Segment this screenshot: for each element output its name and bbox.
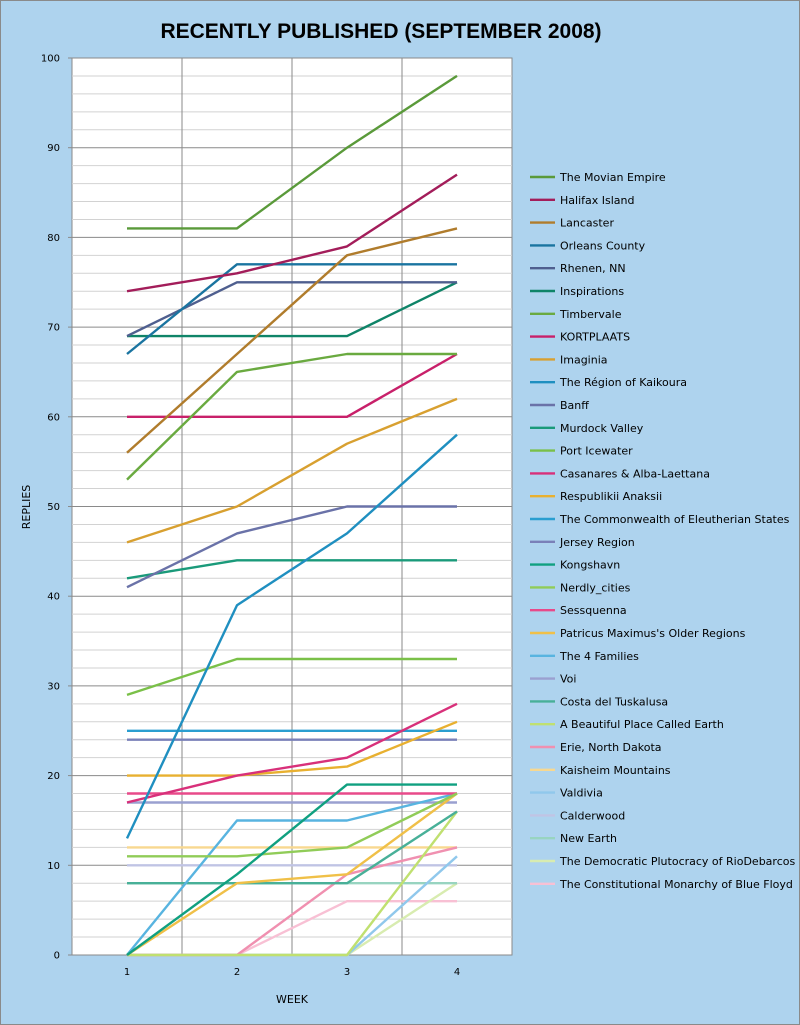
legend-entry: Banff <box>560 399 589 412</box>
legend-entry: Voi <box>560 673 576 686</box>
series-line <box>127 281 458 338</box>
legend-entry: Imaginia <box>560 353 608 366</box>
x-tick-label: 4 <box>454 967 460 978</box>
legend-entry: Valdivia <box>560 787 603 800</box>
legend-entry: Murdock Valley <box>560 422 644 435</box>
legend-entry: Erie, North Dakota <box>560 741 662 754</box>
series-lines <box>125 74 458 957</box>
legend-entry: Sessquenna <box>560 604 627 617</box>
legend: The Movian Empire Halifax Island Lancaster… <box>530 171 795 891</box>
legend-entry: Rhenen, NN <box>560 262 626 275</box>
series-line <box>126 397 458 544</box>
legend-entry: Orleans County <box>560 239 646 252</box>
series-line <box>127 810 458 957</box>
series-line <box>126 352 457 481</box>
legend-entry: Patricus Maximus's Older Regions <box>560 627 746 640</box>
x-axis-label: WEEK <box>276 993 309 1006</box>
series-line <box>126 559 457 580</box>
y-tick-label: 40 <box>47 592 60 603</box>
y-tick-label: 0 <box>54 951 60 962</box>
legend-entry: Port Icewater <box>560 445 633 458</box>
x-tick-label: 2 <box>234 967 240 978</box>
y-tick-label: 80 <box>47 233 60 244</box>
y-tick-label: 100 <box>41 54 60 65</box>
y-tick-label: 70 <box>47 323 60 334</box>
legend-entry: The 4 Families <box>559 650 639 663</box>
series-line <box>127 792 458 858</box>
legend-entry: The Movian Empire <box>559 171 666 184</box>
series-line <box>126 505 457 589</box>
chart-title: RECENTLY PUBLISHED (SEPTEMBER 2008) <box>160 20 601 43</box>
legend-entry: Nerdly_cities <box>560 581 631 594</box>
legend-entry: Casanares & Alba-Laettana <box>560 467 710 480</box>
series-line <box>126 783 457 956</box>
legend-entry: Respublikii Anaksii <box>560 490 662 503</box>
series-line <box>126 702 458 804</box>
legend-entry: Kaisheim Mountains <box>560 764 671 777</box>
legend-entry: The Commonwealth of Eleutherian States <box>559 513 790 526</box>
legend-entry: Jersey Region <box>559 536 635 549</box>
x-axis-ticks: 1 2 3 4 <box>124 967 460 978</box>
x-tick-label: 3 <box>344 967 350 978</box>
series-line <box>127 720 458 777</box>
series-line <box>126 657 457 697</box>
y-tick-label: 50 <box>47 502 60 513</box>
x-tick-label: 1 <box>124 967 130 978</box>
legend-entry: Inspirations <box>560 285 624 298</box>
legend-entry: Halifax Island <box>560 194 634 207</box>
y-tick-label: 10 <box>47 861 60 872</box>
series-line <box>127 74 458 230</box>
series-line <box>126 792 458 957</box>
series-line <box>127 810 458 885</box>
legend-entry: The Constitutional Monarchy of Blue Floy… <box>559 878 793 891</box>
legend-entry: Calderwood <box>560 809 625 822</box>
legend-entry: A Beautiful Place Called Earth <box>560 718 724 731</box>
legend-entry: The Democratic Plutocracy of RioDebarcos <box>559 855 795 868</box>
y-tick-label: 20 <box>47 771 60 782</box>
legend-entry: New Earth <box>560 832 617 845</box>
legend-entry: Kongshavn <box>560 559 620 572</box>
series-line <box>126 173 458 293</box>
y-axis-label: REPLIES <box>20 485 33 530</box>
legend-entry: Timbervale <box>559 308 622 321</box>
series-line <box>125 433 458 839</box>
y-tick-label: 60 <box>47 412 60 423</box>
legend-entry: KORTPLAATS <box>560 331 630 344</box>
y-tick-label: 90 <box>47 143 60 154</box>
y-axis-ticks: 0 10 20 30 40 50 60 70 80 90 100 <box>41 54 72 962</box>
series-line <box>127 352 458 418</box>
series-line <box>126 792 458 956</box>
legend-entry: Lancaster <box>560 217 614 230</box>
y-tick-label: 30 <box>47 681 60 692</box>
series-line <box>126 227 458 454</box>
legend-entry: Costa del Tuskalusa <box>560 695 668 708</box>
legend-entry: The Région of Kaikoura <box>559 376 687 389</box>
series-line <box>126 263 457 355</box>
